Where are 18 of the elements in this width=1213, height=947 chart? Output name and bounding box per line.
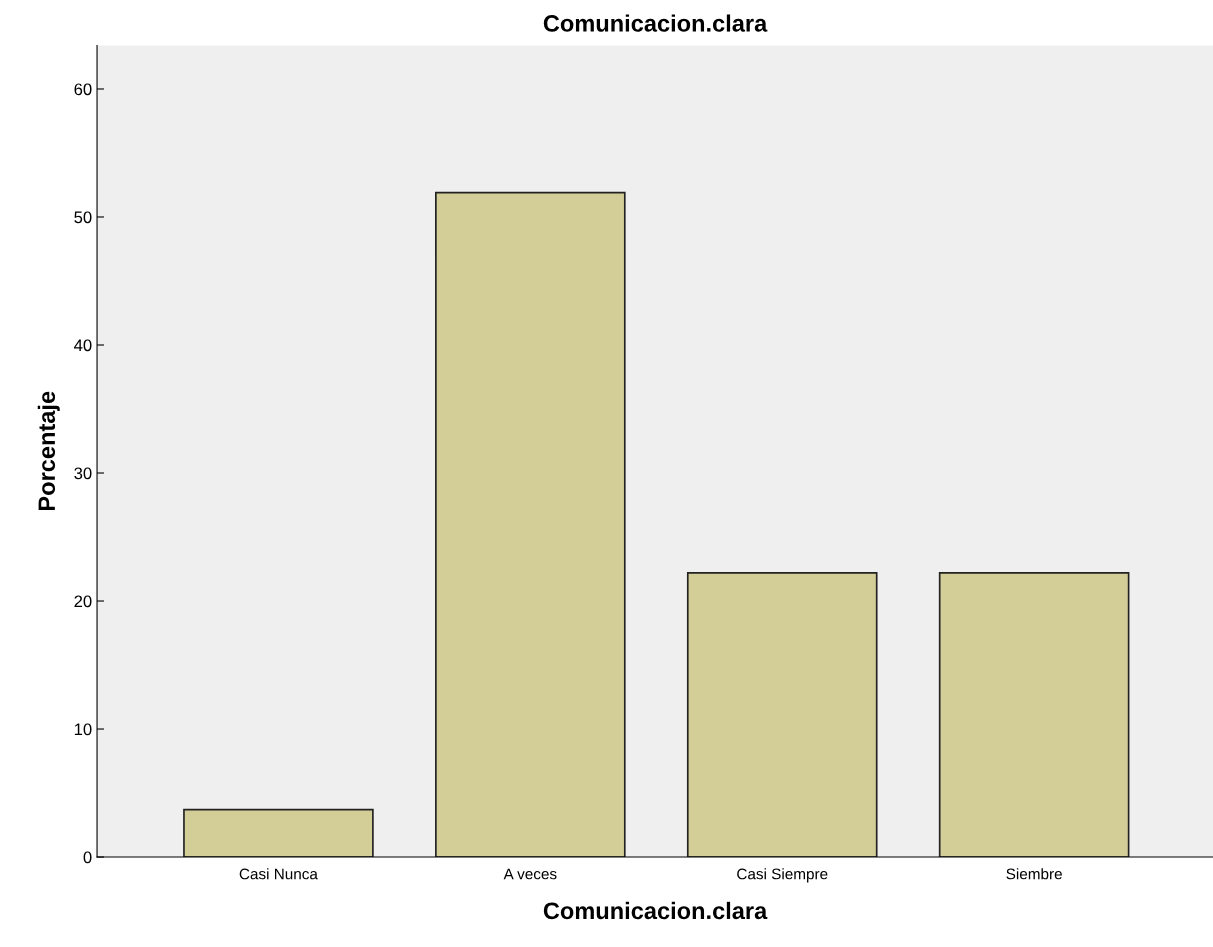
y-tick-label: 10 xyxy=(74,723,92,736)
bar xyxy=(435,191,626,858)
x-tick-label: A veces xyxy=(503,868,557,880)
y-tick-label: 60 xyxy=(74,83,92,96)
y-tick-label: 40 xyxy=(74,339,92,352)
bar xyxy=(183,808,374,858)
x-tick-label: Siembre xyxy=(1006,868,1062,880)
y-tick-label: 30 xyxy=(74,467,92,480)
y-tick-label: 0 xyxy=(83,851,92,864)
x-tick-label: Casi Siempre xyxy=(737,868,828,883)
bar xyxy=(686,572,878,858)
chart-title: Comunicacion.clara xyxy=(543,14,768,32)
y-tick-label: 20 xyxy=(74,595,92,608)
bar xyxy=(938,572,1130,858)
y-axis-title: Porcentaje xyxy=(37,391,60,511)
x-tick-label: Casi Nunca xyxy=(239,868,318,880)
y-tick-label: 50 xyxy=(74,211,92,224)
x-axis-title: Comunicacion.clara xyxy=(543,901,768,920)
